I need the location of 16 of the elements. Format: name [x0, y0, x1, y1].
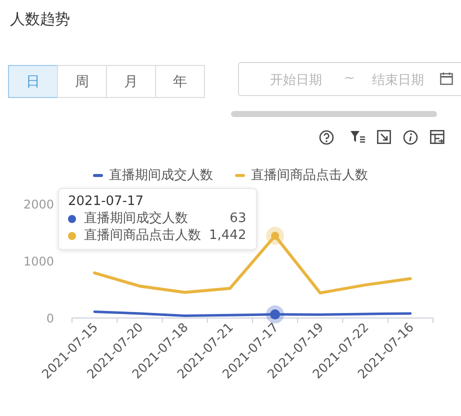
y-tick-label: 2000	[23, 197, 54, 212]
text: 直播期间成交人数	[109, 168, 213, 183]
toggle-button: 月	[106, 65, 156, 98]
y-tick-label: 0	[46, 311, 54, 326]
legend-label: 直播期间成交人数	[84, 211, 188, 226]
toggle-button: 日	[8, 65, 58, 98]
annotation: 2021-07-17	[68, 194, 144, 209]
y-tick-label: 1000	[23, 254, 54, 268]
text: 直播间商品点击人数	[251, 168, 368, 183]
annotation: 1,442	[209, 228, 246, 243]
chart-title: 人数趋势	[10, 10, 70, 28]
toggle-button: 年	[155, 65, 205, 98]
annotation: 63	[230, 211, 246, 226]
legend-label: 直播间商品点击人数	[84, 228, 201, 243]
date-range-field: 开始日期 ~ 结束日期	[238, 62, 461, 96]
toggle-button: 周	[57, 65, 107, 98]
